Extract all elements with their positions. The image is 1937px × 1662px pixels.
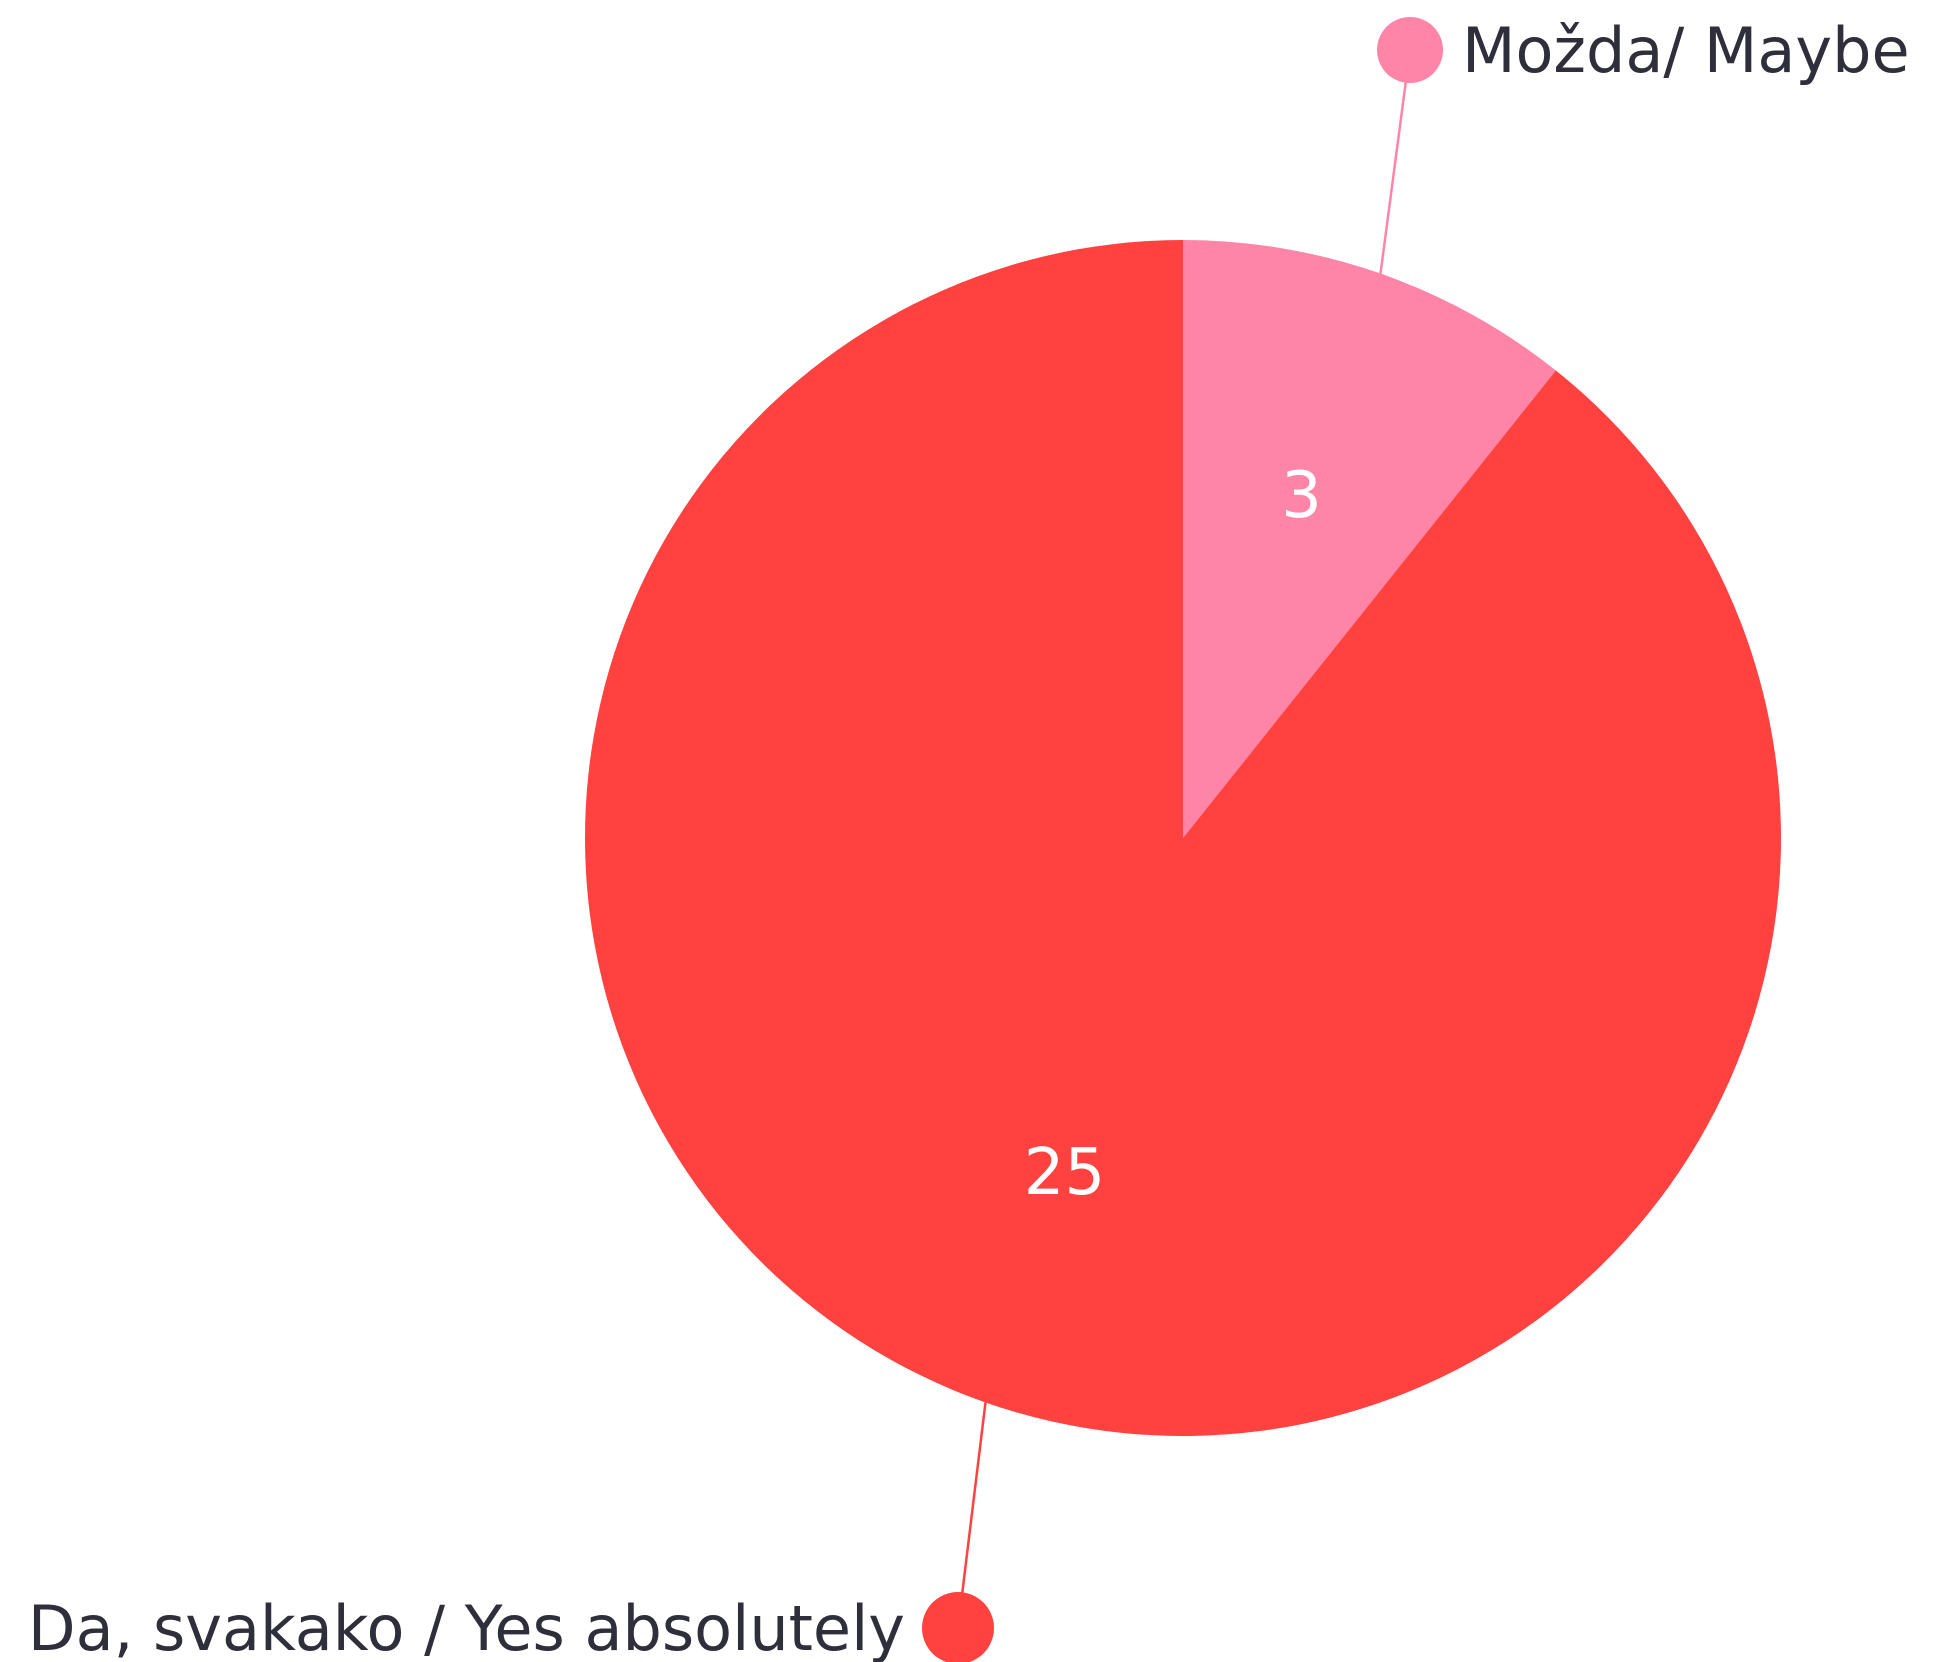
slice-value-mo-da-maybe: 3 xyxy=(1281,459,1322,533)
legend-label-mo-da-maybe: Možda/ Maybe xyxy=(1462,14,1910,87)
legend-dot-da-svakako-yes-absolutely xyxy=(922,1592,994,1662)
callout-labels: Možda/ Maybe Da, svakako / Yes absolutely xyxy=(28,14,1910,1662)
slice-value-da-svakako-yes-absolutely: 25 xyxy=(1024,1136,1105,1210)
leader-line-mo-da-maybe xyxy=(1379,49,1412,274)
pie-slices xyxy=(584,239,1781,1436)
legend-dot-mo-da-maybe xyxy=(1377,17,1443,83)
leader-line-da-svakako-yes-absolutely xyxy=(956,1402,987,1629)
pie-slice-da-svakako-yes-absolutely xyxy=(584,239,1781,1436)
pie-slice-mo-da-maybe xyxy=(1183,240,1556,838)
legend-label-da-svakako-yes-absolutely: Da, svakako / Yes absolutely xyxy=(28,1592,905,1662)
slice-value-labels: 3 25 xyxy=(1024,459,1322,1210)
